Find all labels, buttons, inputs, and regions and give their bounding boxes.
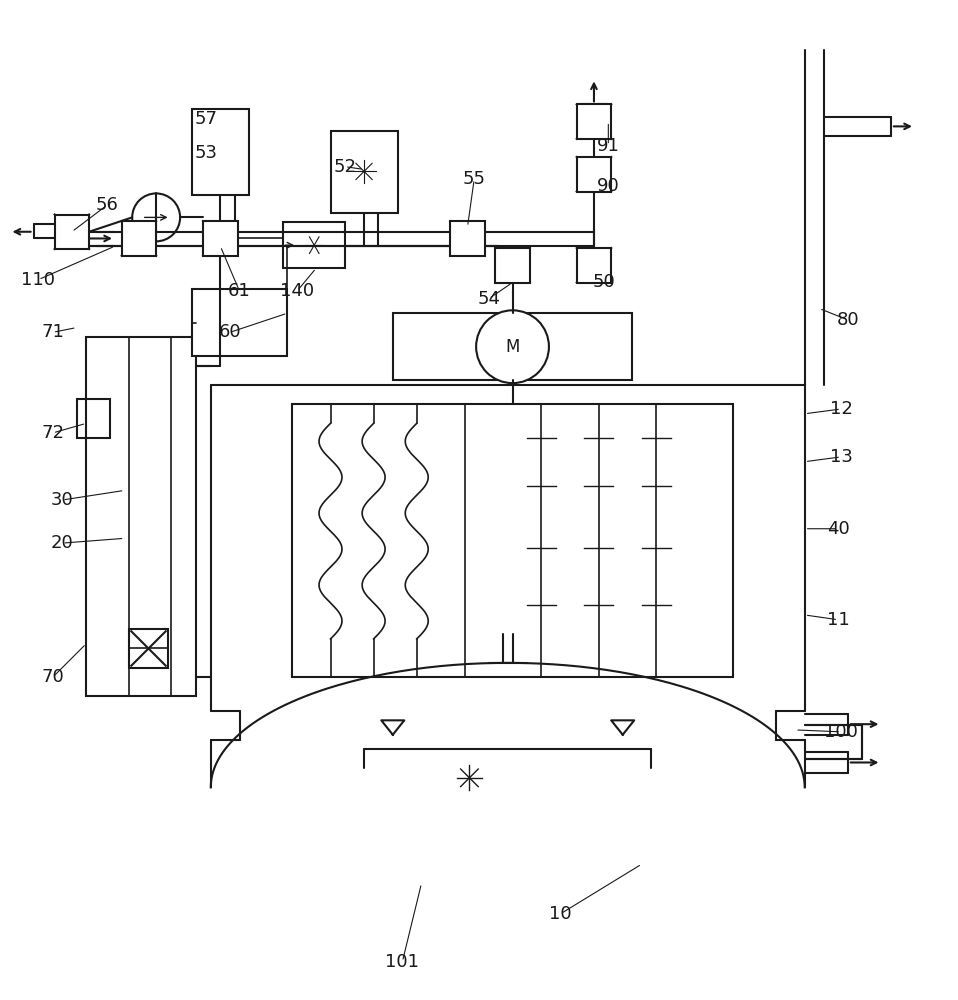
Bar bbox=[283, 222, 345, 268]
Text: 110: 110 bbox=[21, 271, 56, 289]
Text: 53: 53 bbox=[194, 144, 217, 162]
Bar bbox=[292, 404, 733, 677]
Bar bbox=[86, 337, 196, 696]
Text: 20: 20 bbox=[51, 534, 74, 552]
Text: 50: 50 bbox=[592, 273, 615, 291]
Text: 52: 52 bbox=[333, 158, 356, 176]
Bar bbox=[393, 313, 632, 380]
Bar bbox=[55, 215, 89, 249]
Text: 70: 70 bbox=[41, 668, 64, 686]
Bar bbox=[122, 221, 156, 256]
Bar bbox=[495, 248, 530, 283]
Text: 80: 80 bbox=[836, 311, 859, 329]
Text: 60: 60 bbox=[218, 323, 241, 341]
Text: 71: 71 bbox=[41, 323, 64, 341]
Bar bbox=[203, 221, 238, 256]
Text: 40: 40 bbox=[827, 520, 850, 538]
Text: 57: 57 bbox=[194, 110, 217, 128]
Bar bbox=[577, 157, 611, 192]
Text: 55: 55 bbox=[463, 170, 486, 188]
Text: 101: 101 bbox=[385, 953, 420, 971]
Text: 10: 10 bbox=[549, 905, 572, 923]
Bar bbox=[450, 221, 485, 256]
Bar bbox=[577, 248, 611, 283]
Text: 13: 13 bbox=[830, 448, 853, 466]
Bar bbox=[129, 629, 168, 668]
Text: 54: 54 bbox=[477, 290, 500, 308]
Bar bbox=[331, 131, 398, 213]
Bar bbox=[192, 109, 249, 195]
Text: 90: 90 bbox=[597, 177, 620, 195]
Bar bbox=[577, 104, 611, 139]
Circle shape bbox=[476, 310, 549, 383]
Text: 56: 56 bbox=[96, 196, 119, 214]
Text: 12: 12 bbox=[830, 400, 853, 418]
Text: 61: 61 bbox=[228, 282, 251, 300]
Text: 140: 140 bbox=[280, 282, 314, 300]
Text: 100: 100 bbox=[824, 723, 858, 741]
Bar bbox=[192, 289, 287, 356]
Text: M: M bbox=[505, 338, 520, 356]
Text: 91: 91 bbox=[597, 137, 620, 155]
Bar bbox=[77, 399, 110, 438]
Bar bbox=[129, 337, 171, 696]
Text: 72: 72 bbox=[41, 424, 64, 442]
Text: 30: 30 bbox=[51, 491, 74, 509]
Circle shape bbox=[132, 193, 180, 241]
Text: 11: 11 bbox=[827, 611, 850, 629]
